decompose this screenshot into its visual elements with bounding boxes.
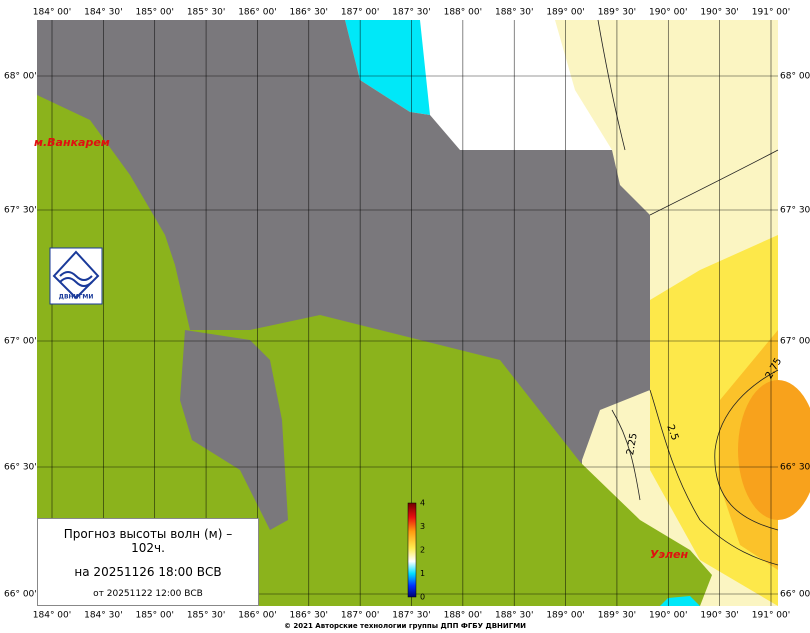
- lon-label: 191° 00': [752, 611, 790, 621]
- sea-calm: [660, 596, 700, 606]
- lon-label: 189° 00': [546, 8, 584, 18]
- lon-label: 189° 30': [598, 8, 636, 18]
- lon-label: 184° 00': [33, 611, 71, 621]
- lon-label: 185° 00': [135, 8, 173, 18]
- place-label: м.Ванкарем: [34, 136, 110, 149]
- lon-label: 184° 30': [84, 8, 122, 18]
- contour-label: 2.25: [625, 432, 640, 456]
- no-data: [420, 20, 612, 150]
- colorbar-tick-label: 1: [420, 569, 425, 578]
- colorbar: [407, 502, 417, 598]
- lat-label: 66° 00': [4, 590, 37, 600]
- contour: [597, 19, 626, 151]
- lon-label: 190° 30': [700, 611, 738, 621]
- lon-label: 190° 00': [649, 611, 687, 621]
- lon-label: 186° 30': [290, 8, 328, 18]
- lon-label: 185° 30': [187, 611, 225, 621]
- contour: [714, 369, 779, 531]
- colorbar-ticks: 4 3 2 1 0: [420, 499, 425, 602]
- lon-label: 184° 00': [33, 8, 71, 18]
- lat-label: 67° 00': [780, 337, 810, 347]
- sea-max: [738, 380, 810, 520]
- info-title: Прогноз высоты волн (м) – 102ч.: [63, 527, 233, 555]
- lon-label: 188° 30': [495, 8, 533, 18]
- contour-label: 2.5: [664, 423, 680, 442]
- lon-label: 189° 30': [598, 611, 636, 621]
- lon-label: 188° 00': [444, 8, 482, 18]
- lon-label: 185° 30': [187, 8, 225, 18]
- colorbar-tick-label: 0: [420, 593, 425, 602]
- lon-label: 191° 00': [752, 8, 790, 18]
- lon-label: 189° 00': [546, 611, 584, 621]
- contour: [649, 149, 779, 216]
- lat-label: 66° 00': [780, 590, 810, 600]
- lat-label: 67° 30': [4, 206, 37, 216]
- colorbar-tick-label: 2: [420, 546, 425, 555]
- lon-label: 188° 30': [495, 611, 533, 621]
- lon-label: 187° 30': [392, 611, 430, 621]
- lat-label: 67° 30': [780, 206, 810, 216]
- lat-label: 66° 30': [780, 463, 810, 473]
- colorbar-tick-label: 3: [420, 522, 425, 531]
- lon-label: 187° 30': [392, 8, 430, 18]
- info-valid: на 20251126 18:00 ВСВ: [74, 565, 222, 579]
- colorbar-tick-label: 4: [420, 499, 425, 508]
- lon-label: 188° 00': [444, 611, 482, 621]
- lon-label: 187° 00': [341, 8, 379, 18]
- lon-label: 190° 30': [700, 8, 738, 18]
- lon-label: 190° 00': [649, 8, 687, 18]
- info-box: Прогноз высоты волн (м) – 102ч. на 20251…: [37, 518, 259, 606]
- lon-label: 186° 30': [290, 611, 328, 621]
- lon-label: 186° 00': [238, 611, 276, 621]
- lat-label: 67° 00': [4, 337, 37, 347]
- graticule: 184° 00' 184° 00' 184° 30' 184° 30' 185° 00'…: [4, 8, 810, 621]
- logo-text: ДВНИГМИ: [59, 294, 94, 301]
- place-label: Уэлен: [650, 548, 689, 561]
- lon-label: 185° 00': [135, 611, 173, 621]
- lagoon: [180, 330, 288, 530]
- lat-label: 66° 30': [4, 463, 37, 473]
- lon-label: 186° 00': [238, 8, 276, 18]
- lon-label: 184° 30': [84, 611, 122, 621]
- logo: ДВНИГМИ: [49, 247, 103, 305]
- sea-calm: [345, 20, 430, 115]
- lon-label: 187° 00': [341, 611, 379, 621]
- contour: [649, 389, 779, 566]
- lat-label: 68° 00': [780, 72, 810, 82]
- footer: © 2021 Авторские технологии группы ДПП Ф…: [284, 622, 526, 630]
- info-issued: от 20251122 12:00 ВСВ: [93, 589, 203, 599]
- land: [37, 95, 712, 606]
- lat-label: 68° 00': [4, 72, 37, 82]
